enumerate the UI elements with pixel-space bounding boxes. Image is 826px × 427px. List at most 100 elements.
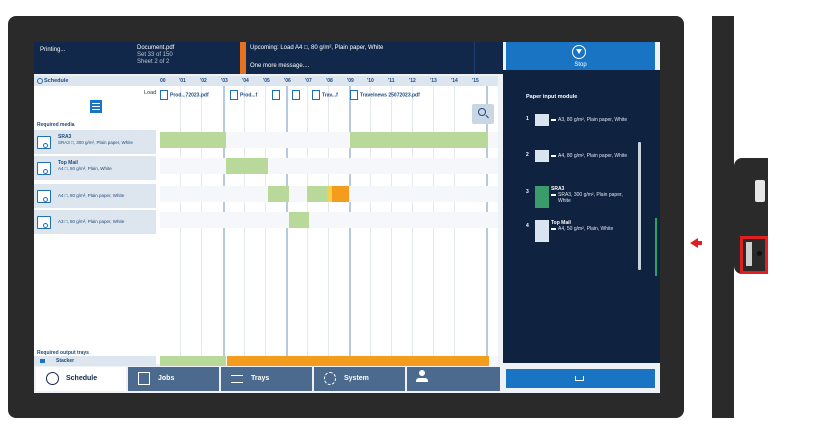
document-icon [160,90,168,100]
tab-label: System [344,375,369,382]
document-icon [230,90,238,100]
schedule-bar[interactable] [268,186,289,202]
panel-title: Paper input module [526,94,578,100]
time-tick: '06 [284,78,291,84]
document-icon [312,90,320,100]
tray-swatch [535,186,549,208]
job-card[interactable]: Prod...72023.pdf [160,90,209,108]
load-label: Load [144,90,157,96]
document-name: Document.pdf [137,45,175,51]
schedule-title: Schedule [44,78,69,84]
media-row-a3[interactable]: A3 □, 80 g/m², Plain paper, White [34,210,156,234]
tray-name: Top Mail [551,220,571,226]
tab-jobs[interactable]: Jobs [128,367,219,391]
time-tick: '04 [242,78,249,84]
tab-trays[interactable]: Trays [221,367,312,391]
job-card[interactable]: Travelnews 25072023.pdf [350,90,420,108]
tray-spec-line2: White [558,198,571,204]
slot-indicator [757,251,762,256]
time-tick: '14 [451,78,458,84]
document-info: Document.pdf Set 33 of 150 Sheet 2 of 2 [137,45,174,66]
job-card[interactable]: Trav...f [312,90,338,108]
schedule-bar[interactable] [350,132,488,148]
status-header[interactable]: Printing... Document.pdf Set 33 of 150 S… [34,42,503,74]
media-row-top-mail[interactable]: Top Mail A4 □, 50 g/m², Plain, White [34,156,156,180]
paper-icon [551,228,556,230]
paper-icon [551,155,556,157]
time-tick: '12 [409,78,416,84]
tray-action-button[interactable] [506,369,655,388]
time-tick: '01 [179,78,186,84]
schedule-bar[interactable] [226,158,268,174]
tray-number: 4 [526,223,529,229]
tray-spec: A3, 80 g/m², Plain paper, White [558,117,628,123]
job-card[interactable] [272,90,282,108]
pointer-arrow-icon [690,238,702,248]
time-tick: '02 [200,78,207,84]
gear-icon [324,372,336,385]
media-lane [160,158,498,174]
output-bar[interactable] [227,356,489,366]
schedule-gantt: Prod...72023.pdf Prod...f Trav...f Trave… [160,86,498,366]
output-tray-row[interactable]: Stacker [34,356,156,366]
touch-screen: Printing... Document.pdf Set 33 of 150 S… [34,42,660,393]
tray-number: 2 [526,152,529,158]
media-tray-icon [37,216,51,229]
search-button[interactable] [472,104,494,124]
paper-icon [551,119,556,121]
media-name: SRA3 [58,134,72,140]
job-name: Prod...f [240,92,258,99]
media-spec: A4 □, 80 g/m², Plain paper, White [58,193,125,198]
more-messages-link[interactable]: One more message.... [250,63,310,69]
jobs-icon [138,372,150,385]
time-tick: '08 [326,78,333,84]
document-icon [272,90,280,100]
tray-swatch [535,220,549,242]
time-tick: 00 [160,78,166,84]
side-device-frame [712,16,734,418]
tray-swatch [535,114,549,126]
job-card[interactable] [292,90,302,108]
tab-user[interactable] [407,367,500,391]
output-bar[interactable] [160,356,226,366]
media-tray-icon [37,190,51,203]
clock-icon [46,372,59,385]
media-row-sra3[interactable]: SRA3 SRA3 □, 300 g/m², Plain paper, Whit… [34,130,156,154]
tray-number: 3 [526,189,529,195]
schedule-bar[interactable] [289,212,309,228]
list-icon[interactable] [90,100,102,113]
schedule-bar[interactable] [332,186,349,202]
tab-system[interactable]: System [314,367,405,391]
time-tick: '11 [388,78,395,84]
highlighted-slot [740,236,768,274]
load-area: Load [34,86,158,120]
schedule-bar[interactable] [307,186,327,202]
schedule-bar[interactable] [160,132,226,148]
tab-schedule[interactable]: Schedule [36,367,126,391]
set-info: Set 33 of 150 [137,52,173,58]
document-icon [350,90,358,100]
search-icon [478,108,486,116]
media-spec: A4 □, 50 g/m², Plain, White [58,166,112,171]
tray-icon [575,376,584,381]
required-media-label: Required media [37,122,75,128]
time-tick: '07 [305,78,312,84]
media-row-a4[interactable]: A4 □, 80 g/m², Plain paper, White [34,184,156,208]
required-output-label: Required output trays [37,350,89,356]
job-card[interactable]: Prod...f [230,90,257,108]
media-tray-icon [37,136,51,149]
stacker-icon [40,359,45,363]
paper-icon [551,194,556,196]
tray-spec: SRA3, 300 g/m², Plain paper, [558,192,623,198]
stop-button[interactable]: Stop [506,42,655,70]
panel-scrollbar[interactable] [638,142,641,270]
document-icon [292,90,300,100]
time-tick: '13 [430,78,437,84]
output-tray-name: Stacker [56,358,75,364]
media-lane [160,212,498,228]
schedule-bar[interactable] [327,186,332,202]
media-spec: SRA3 □, 300 g/m², Plain paper, White [58,140,134,145]
job-name: Prod...72023.pdf [170,92,209,99]
job-name: Trav...f [322,92,338,99]
media-tray-icon [37,162,51,175]
